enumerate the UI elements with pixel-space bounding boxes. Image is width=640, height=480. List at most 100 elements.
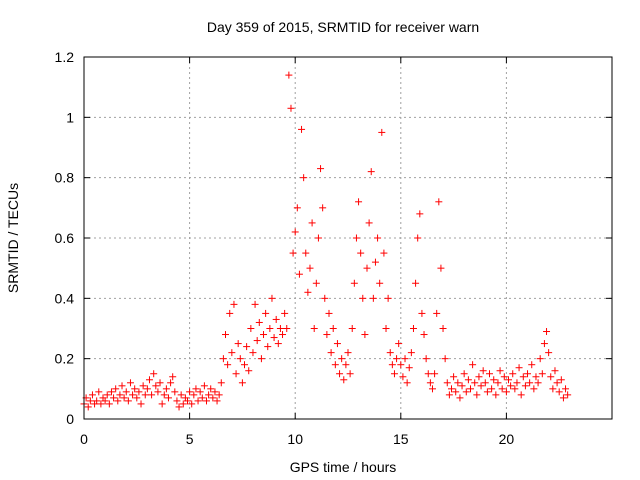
data-point <box>393 355 401 363</box>
data-point <box>386 349 394 357</box>
data-point <box>382 325 390 332</box>
data-point <box>357 249 365 257</box>
data-point <box>374 234 382 242</box>
data-point <box>226 309 234 317</box>
data-point <box>164 394 172 402</box>
data-point <box>238 379 246 387</box>
data-point <box>198 394 206 402</box>
data-point <box>314 234 322 242</box>
data-point <box>496 367 504 375</box>
data-point <box>116 391 124 399</box>
data-point <box>509 370 517 378</box>
data-point <box>148 391 156 399</box>
data-point <box>139 382 147 390</box>
data-point <box>249 349 257 357</box>
data-point <box>553 379 561 387</box>
data-point <box>213 397 221 405</box>
data-point <box>300 174 308 182</box>
data-point <box>272 315 280 323</box>
x-tick-label: 15 <box>393 431 409 447</box>
data-point <box>186 388 194 396</box>
data-point <box>268 294 276 302</box>
x-axis-label: GPS time / hours <box>290 459 397 475</box>
data-point <box>524 370 532 378</box>
data-point <box>287 104 295 112</box>
data-point <box>380 249 388 257</box>
data-point <box>308 219 316 227</box>
data-point <box>473 391 481 399</box>
y-tick-label: 0.8 <box>55 170 75 186</box>
data-point <box>492 391 500 399</box>
data-point <box>469 361 477 369</box>
data-point <box>456 394 464 402</box>
data-point <box>536 355 544 363</box>
data-point <box>247 325 255 332</box>
data-point <box>257 355 265 363</box>
data-point <box>405 364 413 372</box>
data-point <box>173 397 181 405</box>
data-point <box>219 355 227 363</box>
data-point <box>110 394 118 402</box>
data-point <box>215 391 223 399</box>
data-point <box>507 382 515 390</box>
data-point <box>488 385 496 393</box>
data-point <box>530 385 538 393</box>
data-point <box>428 385 436 393</box>
data-point <box>494 379 502 387</box>
data-point <box>340 376 348 384</box>
data-point <box>279 331 287 339</box>
data-point <box>359 294 367 302</box>
x-axis: 0 5 10 15 20 <box>80 57 514 447</box>
data-point <box>255 318 263 326</box>
data-point <box>264 343 272 351</box>
data-point <box>152 382 160 390</box>
y-axis: 0 0.2 0.4 0.6 0.8 1 1.2 <box>55 49 612 427</box>
data-point <box>323 331 331 339</box>
data-point <box>137 400 145 408</box>
data-point <box>107 388 115 396</box>
data-point <box>344 349 352 357</box>
data-point <box>551 367 559 375</box>
data-point <box>295 270 303 278</box>
data-point <box>329 325 337 332</box>
data-point <box>260 331 268 339</box>
data-point <box>327 349 335 357</box>
data-point <box>293 204 301 212</box>
data-point <box>333 340 341 348</box>
data-point <box>158 400 166 408</box>
data-point <box>441 355 449 363</box>
data-point <box>355 198 363 206</box>
data-point <box>431 370 439 378</box>
data-point <box>367 168 375 176</box>
data-point <box>118 382 126 390</box>
y-tick-label: 0.4 <box>55 290 75 306</box>
data-point <box>505 376 513 384</box>
y-tick-label: 1 <box>66 109 74 125</box>
data-point <box>266 325 274 332</box>
data-point <box>437 264 445 272</box>
data-point <box>224 361 232 369</box>
data-point <box>232 370 240 378</box>
data-point <box>306 264 314 272</box>
data-point <box>540 340 548 348</box>
data-point <box>156 379 164 387</box>
data-point <box>521 382 529 390</box>
data-point <box>490 376 498 384</box>
x-tick-label: 5 <box>186 431 194 447</box>
data-point <box>376 279 384 287</box>
data-point <box>538 370 546 378</box>
data-point <box>281 309 289 317</box>
data-point <box>348 325 356 332</box>
data-point <box>363 264 371 272</box>
data-points <box>80 71 572 411</box>
data-point <box>526 379 534 387</box>
data-point <box>177 391 185 399</box>
data-point <box>545 349 553 357</box>
data-point <box>513 379 521 387</box>
data-point <box>234 340 242 348</box>
data-point <box>424 370 432 378</box>
data-point <box>319 204 327 212</box>
data-point <box>559 394 567 402</box>
data-point <box>205 391 213 399</box>
data-point <box>454 379 462 387</box>
